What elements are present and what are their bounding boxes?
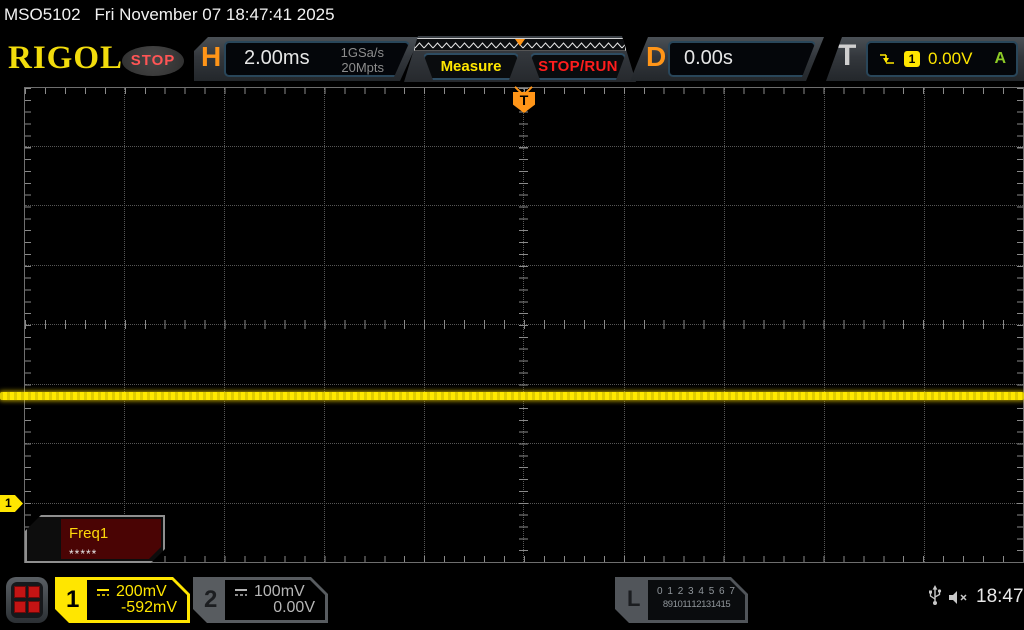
menu-red-square (28, 601, 40, 613)
sample-rate-memdepth: 1GSa/s 20Mpts (341, 45, 384, 75)
waveform-preview-strip[interactable] (414, 38, 626, 51)
trigger-sweep-mode: A (994, 50, 1006, 67)
trigger-position-marker[interactable]: T (513, 78, 535, 116)
trigger-source-badge: 1 (904, 51, 920, 67)
channel1-scale: 200mV (116, 583, 167, 600)
trigger-level-value: 0.00V (928, 49, 973, 68)
channel2-panel: 100mV 0.00V (225, 580, 325, 620)
channel2-offset: 0.00V (273, 599, 315, 616)
clock: 18:47 (976, 586, 1024, 607)
menu-red-square (14, 601, 26, 613)
menu-red-square (28, 586, 40, 598)
menu-grid-icon[interactable] (6, 577, 48, 623)
delay-label: D (646, 41, 667, 72)
memory-depth: 20Mpts (341, 60, 384, 75)
channel1-box[interactable]: 1 200mV -592mV (55, 577, 190, 623)
titlebar: MSO5102 Fri November 07 18:47:41 2025 (4, 5, 335, 25)
digital-channels-row2: 8 9 10 11 12 13 14 15 (662, 599, 731, 610)
speaker-muted-icon[interactable] (948, 590, 970, 605)
logic-analyzer-panel: 0 1 2 3 4 5 6 7 8 9 10 11 12 13 14 15 (648, 580, 745, 620)
measure-button[interactable]: Measure (423, 53, 519, 80)
usb-icon (929, 585, 942, 605)
acquisition-status-badge[interactable]: STOP (122, 46, 184, 76)
dc-coupling-icon (95, 587, 111, 597)
trigger-block[interactable]: T 1 0.00V A (826, 37, 1024, 81)
horizontal-settings-block[interactable]: H 2.00ms 1GSa/s 20Mpts (194, 37, 420, 81)
trigger-panel[interactable]: 1 0.00V A (866, 41, 1018, 77)
channel1-waveform-trace (0, 392, 1024, 400)
rigol-logo: RIGOL (8, 40, 124, 76)
menu-red-square (14, 586, 26, 598)
graticule: T (24, 78, 1024, 563)
menu-grid-inner (11, 582, 43, 618)
channel1-number: 1 (66, 586, 80, 613)
stop-run-button[interactable]: STOP/RUN (530, 53, 626, 80)
sample-rate: 1GSa/s (340, 45, 384, 60)
channel2-box[interactable]: 2 100mV 0.00V (193, 577, 328, 623)
timebase-value: 2.00ms (244, 47, 310, 69)
trigger-label: T (838, 39, 857, 72)
channel1-offset: -592mV (120, 599, 177, 616)
digital-channels-row1: 0 1 2 3 4 5 6 7 (657, 586, 736, 597)
measurement-label: Freq1 (69, 525, 109, 542)
model-name: MSO5102 (4, 5, 81, 24)
delay-block[interactable]: D 0.00s (630, 37, 824, 81)
channel2-scale: 100mV (254, 583, 305, 600)
delay-value: 0.00s (684, 47, 733, 69)
dc-coupling-icon (233, 587, 249, 597)
delay-panel[interactable]: 0.00s (668, 41, 816, 77)
channel1-panel: 200mV -592mV (87, 580, 187, 620)
measurement-box[interactable]: Freq1 ***** (25, 515, 165, 563)
header-center-block: Measure STOP/RUN (404, 36, 636, 82)
measurement-value: ***** (69, 547, 98, 561)
measurement-box-bg (61, 519, 161, 559)
trigger-t-badge: T (513, 92, 535, 113)
grid-ticks-center-horizontal (25, 320, 1023, 329)
channel2-number: 2 (204, 586, 218, 613)
logic-analyzer-box[interactable]: L 0 1 2 3 4 5 6 7 8 9 10 11 12 13 14 15 (615, 577, 748, 623)
datetime-text: Fri November 07 18:47:41 2025 (94, 5, 335, 24)
falling-edge-trigger-icon (880, 54, 894, 64)
horizontal-panel[interactable]: 2.00ms 1GSa/s 20Mpts (224, 41, 410, 77)
channel1-ground-marker[interactable]: 1 (0, 495, 23, 512)
preview-trigger-position-icon[interactable] (515, 39, 525, 46)
horizontal-label: H (201, 41, 222, 72)
logic-analyzer-label: L (627, 586, 641, 611)
